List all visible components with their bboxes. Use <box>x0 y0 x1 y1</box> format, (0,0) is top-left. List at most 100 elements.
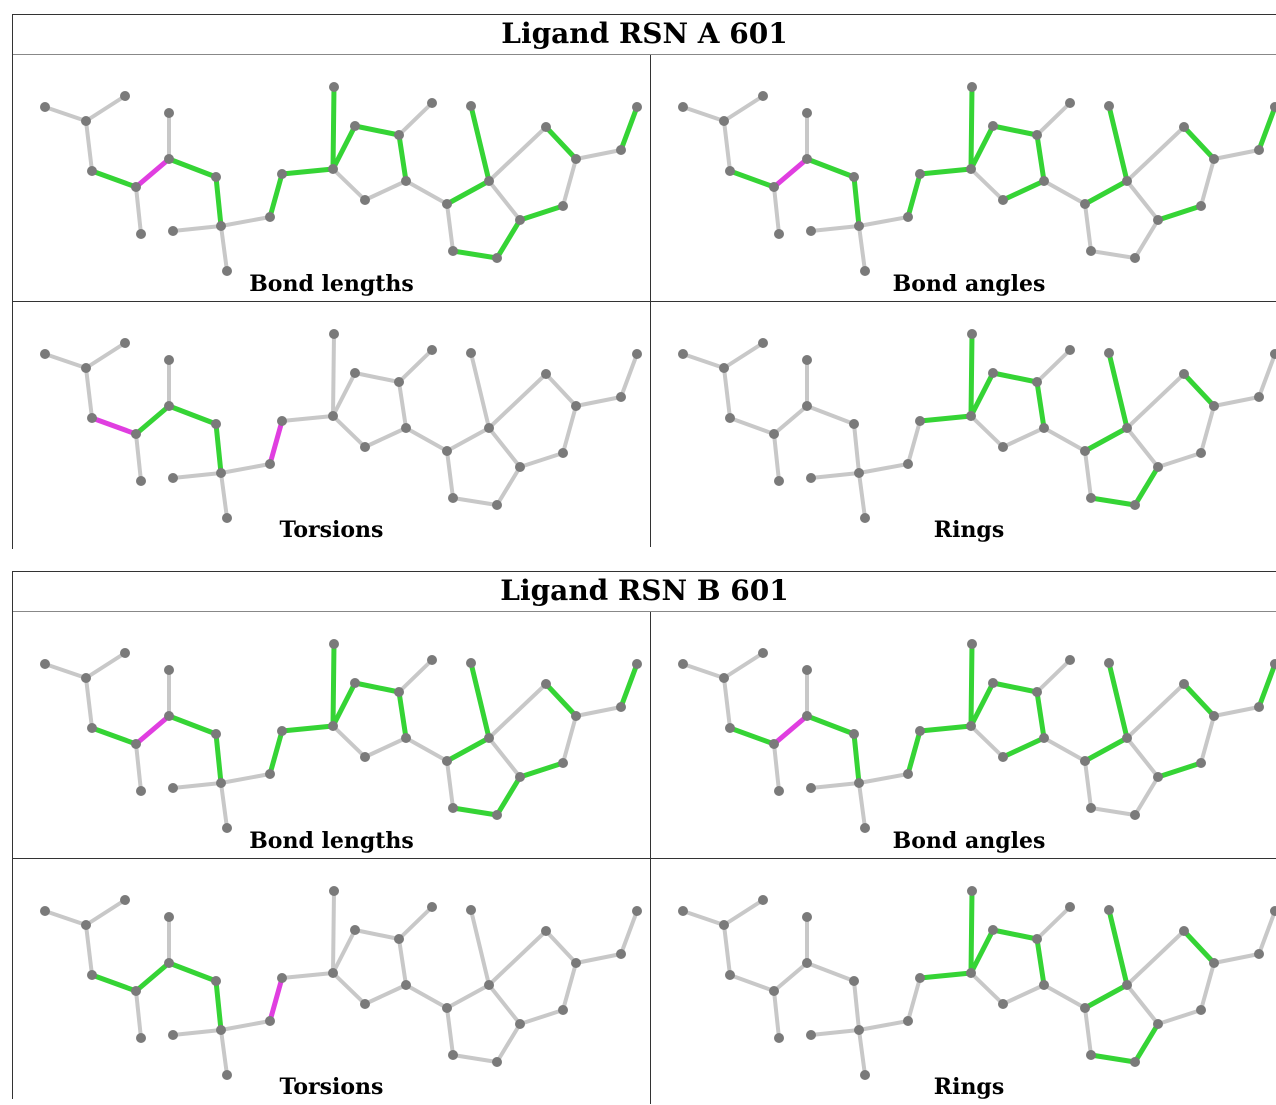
atom <box>1209 154 1219 164</box>
bond <box>363 426 408 449</box>
bond <box>1125 426 1160 469</box>
panel-rings: Rings <box>650 301 1276 547</box>
bond <box>905 171 923 220</box>
bond <box>1125 125 1186 183</box>
bond <box>213 978 224 1033</box>
bond <box>1082 735 1130 764</box>
bond <box>722 366 732 420</box>
atom <box>1080 446 1090 456</box>
atom <box>1179 926 1189 936</box>
atom <box>616 949 626 959</box>
atom <box>1196 758 1206 768</box>
bond <box>1034 936 1047 988</box>
atom <box>484 980 494 990</box>
atom <box>725 413 735 423</box>
bond <box>968 927 996 976</box>
bond <box>331 167 367 202</box>
atom <box>1209 401 1219 411</box>
atom <box>1130 253 1140 263</box>
bond <box>1035 905 1072 941</box>
bond <box>280 414 335 423</box>
atom <box>988 368 998 378</box>
atom <box>1086 493 1096 503</box>
atom <box>802 355 812 365</box>
bond <box>857 772 910 785</box>
bond <box>133 960 172 994</box>
atom <box>1153 215 1163 225</box>
atom <box>1254 145 1264 155</box>
atom <box>1122 980 1132 990</box>
atom <box>915 726 925 736</box>
atom <box>571 711 581 721</box>
bond <box>363 983 408 1006</box>
panel-label: Rings <box>933 517 1005 543</box>
bond <box>574 148 623 161</box>
atom <box>131 739 141 749</box>
atom <box>394 130 404 140</box>
bond-outlier <box>89 415 139 437</box>
atom <box>1080 1003 1090 1013</box>
atom <box>1179 369 1189 379</box>
atom <box>394 377 404 387</box>
atom <box>401 176 411 186</box>
bond <box>857 1019 910 1032</box>
atom <box>466 348 476 358</box>
bond <box>469 351 491 430</box>
bond <box>397 658 434 694</box>
bond <box>809 224 861 233</box>
atom <box>1209 958 1219 968</box>
atom <box>136 786 146 796</box>
bond <box>1035 348 1072 384</box>
bond <box>1083 449 1093 500</box>
bond <box>561 157 578 208</box>
bond <box>279 723 336 734</box>
atom <box>328 721 338 731</box>
atom <box>466 905 476 915</box>
atom <box>164 355 174 365</box>
bond <box>728 973 776 993</box>
atom <box>442 199 452 209</box>
bond <box>219 772 272 785</box>
bond <box>728 416 776 436</box>
atom <box>401 980 411 990</box>
atom <box>1039 733 1049 743</box>
bond <box>1155 203 1204 223</box>
atom <box>427 655 437 665</box>
atom <box>1039 423 1049 433</box>
bond <box>487 426 522 469</box>
bond <box>574 952 623 965</box>
atom <box>903 1016 913 1026</box>
atom <box>1270 102 1276 112</box>
bond <box>852 979 861 1032</box>
atom <box>988 925 998 935</box>
atom <box>849 419 859 429</box>
atom <box>967 639 977 649</box>
bond <box>267 728 285 777</box>
atom <box>350 678 360 688</box>
atom <box>860 513 870 523</box>
panel-label: Torsions <box>279 517 384 543</box>
atom <box>1065 345 1075 355</box>
bond <box>990 927 1040 942</box>
bond <box>917 723 974 734</box>
panel-label: Bond lengths <box>249 271 414 297</box>
atom <box>442 756 452 766</box>
bond <box>1181 124 1217 162</box>
bond <box>852 422 861 475</box>
atom <box>120 648 130 658</box>
bond <box>518 1008 565 1026</box>
atom <box>1104 348 1114 358</box>
bond <box>857 781 867 830</box>
atom <box>998 442 1008 452</box>
atom <box>216 1025 226 1035</box>
atom <box>484 733 494 743</box>
atom <box>854 1025 864 1035</box>
bond <box>487 125 548 183</box>
bond <box>1257 909 1276 956</box>
atom <box>678 102 688 112</box>
bond <box>1000 735 1047 760</box>
panel-label: Bond angles <box>892 271 1046 297</box>
ligand-block-a: Ligand RSN A 601 Bond lengths Bond angle… <box>12 14 1276 549</box>
atom <box>802 401 812 411</box>
molecule-diagram <box>678 639 1276 833</box>
